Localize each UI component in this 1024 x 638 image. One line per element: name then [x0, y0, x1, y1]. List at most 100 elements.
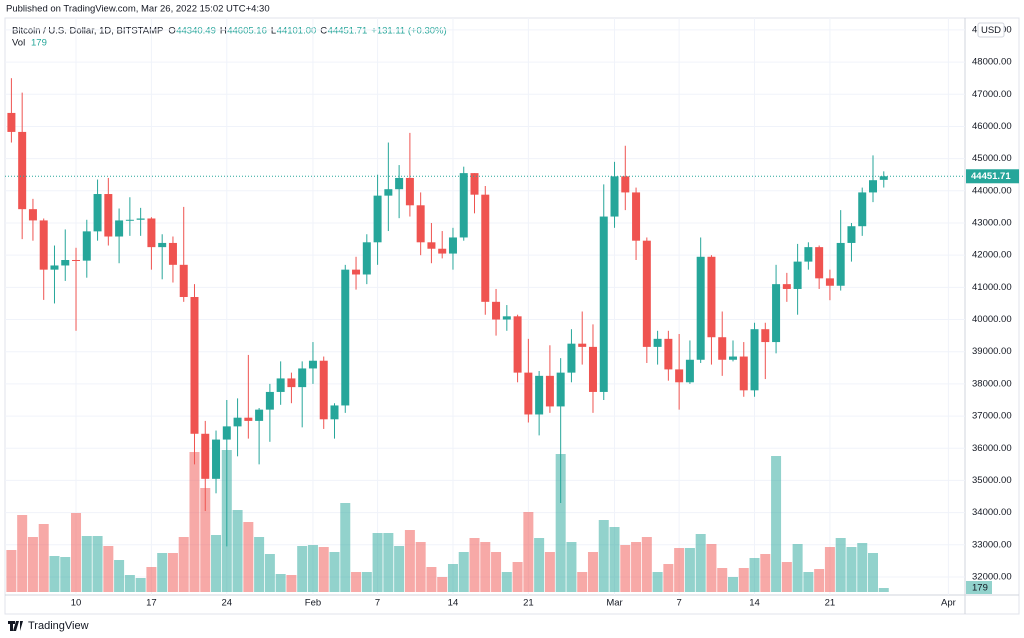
volume-bar	[803, 572, 814, 592]
candle-body	[212, 439, 221, 479]
x-tick-label: 7	[676, 598, 681, 609]
volume-bar	[38, 524, 49, 592]
candle-body	[28, 209, 37, 221]
x-tick-label: Feb	[305, 598, 321, 609]
candle-body	[728, 356, 737, 360]
candle-body	[869, 180, 877, 193]
last-price-label: 44451.71	[971, 171, 1011, 182]
candle-body	[675, 369, 684, 383]
x-tick-label: 24	[222, 598, 233, 609]
candle-body	[556, 372, 565, 407]
volume-bar	[351, 572, 362, 592]
ohlc-key: C	[320, 26, 327, 37]
candle-body	[298, 368, 307, 388]
volume-bar	[491, 552, 502, 592]
candles	[7, 78, 888, 547]
volume-value: 179	[31, 38, 47, 49]
y-tick-label: 40000.00	[972, 314, 1012, 325]
candle-body	[761, 329, 770, 343]
volume-bar	[372, 533, 383, 592]
volume-bar	[437, 577, 448, 592]
volume-bar	[81, 536, 92, 592]
candle-body	[179, 264, 188, 298]
volume-bar	[814, 569, 825, 592]
volume-bar	[760, 554, 771, 592]
candle-body	[233, 417, 242, 427]
candle-body	[201, 433, 210, 479]
volume-bar	[792, 544, 803, 592]
ohlc-value: 44340.49	[176, 26, 216, 37]
volume-bar	[60, 557, 71, 592]
volume-bar	[92, 536, 103, 592]
candle-body	[416, 205, 425, 243]
candle-body	[276, 378, 285, 392]
volume-bar	[857, 543, 868, 592]
volume-bar	[394, 546, 405, 592]
candle-body	[825, 278, 834, 286]
candle-body	[395, 177, 404, 190]
candle-body	[438, 248, 447, 254]
candle-body	[39, 220, 48, 270]
candle-body	[535, 375, 544, 415]
candle-body	[265, 391, 274, 410]
volume-bar	[27, 537, 38, 592]
volume-bar	[71, 513, 82, 592]
volume-bar	[781, 562, 792, 592]
candle-body	[836, 242, 845, 286]
candle-body	[750, 329, 759, 391]
candle-body	[772, 284, 781, 343]
x-tick-label: 14	[749, 598, 760, 609]
currency-label: USD	[981, 25, 1001, 36]
volume-bar	[189, 452, 200, 592]
volume-bar	[868, 553, 878, 592]
y-tick-label: 43000.00	[972, 218, 1012, 229]
candle-body	[685, 359, 694, 383]
frame	[4, 17, 1020, 615]
y-tick-label: 35000.00	[972, 475, 1012, 486]
candle-body	[147, 218, 156, 248]
candle-body	[18, 131, 27, 210]
volume-bar	[167, 553, 178, 592]
candle-body	[470, 173, 479, 195]
volume-bar	[738, 568, 749, 592]
candle-body	[599, 216, 608, 392]
volume-bar	[663, 564, 674, 592]
x-tick-label: 21	[825, 598, 836, 609]
volume-bar	[555, 454, 566, 592]
candle-body	[621, 176, 630, 193]
volume-bar	[674, 548, 685, 592]
volume-bar	[620, 545, 631, 592]
volume-bar	[200, 488, 211, 592]
candle-body	[158, 242, 167, 248]
volume-bar	[361, 572, 372, 592]
volume-bar	[340, 503, 351, 592]
volume-bar	[652, 572, 663, 592]
candle-body	[545, 375, 554, 407]
volume-bar	[103, 546, 114, 592]
volume-bar	[544, 552, 555, 592]
ohlc-key: L	[271, 26, 276, 37]
volume-bar	[523, 512, 534, 592]
candle-body	[707, 256, 716, 338]
y-tick-label: 33000.00	[972, 539, 1012, 550]
candle-body	[793, 261, 802, 289]
volume-bar	[835, 538, 846, 592]
x-tick-label: 17	[146, 598, 157, 609]
volume-bar	[329, 552, 340, 592]
candle-body	[448, 237, 457, 254]
candle-body	[61, 259, 70, 266]
volume-bar	[415, 542, 426, 592]
x-tick-label: 10	[71, 598, 82, 609]
volume-bar	[469, 538, 480, 592]
volume-bar	[501, 572, 512, 592]
candle-body	[50, 265, 59, 270]
volume-bar	[609, 527, 620, 592]
x-tick-label: Mar	[606, 598, 622, 609]
volume-bar	[286, 575, 297, 592]
candle-body	[459, 173, 468, 238]
candle-body	[7, 112, 16, 132]
ohlc-value: 44101.00	[277, 26, 317, 37]
candle-body	[384, 189, 393, 196]
candle-body	[427, 242, 436, 249]
